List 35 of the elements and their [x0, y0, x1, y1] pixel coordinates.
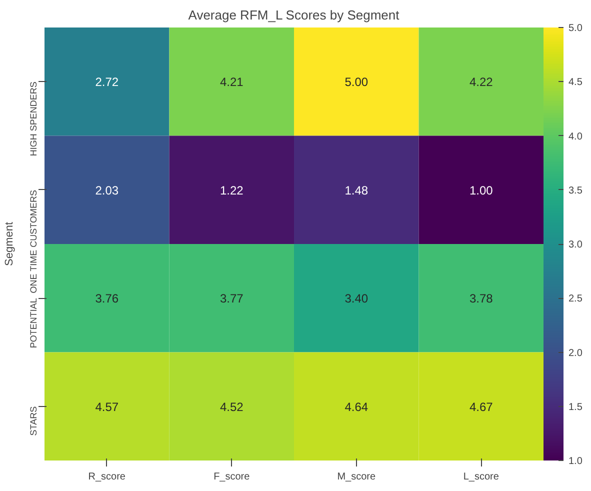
y-tick-label: ONE TIME CUSTOMERS: [28, 190, 38, 294]
x-tick-label: F_score: [214, 472, 250, 482]
data-label: 4.67: [469, 400, 494, 414]
data-label: 1.22: [220, 183, 244, 198]
color-bar-label: 4.0: [568, 131, 583, 142]
y-tick-label: POTENTIAL: [28, 298, 38, 348]
data-label: 4.57: [95, 400, 119, 414]
color-bar-label: 3.0: [568, 240, 583, 250]
color-bar-label: 5.0: [568, 23, 583, 34]
data-label: 1.00: [469, 183, 494, 198]
y-tick-label: HIGH SPENDERS: [28, 82, 38, 156]
data-label: 4.21: [220, 75, 244, 90]
x-tick-label: R_score: [88, 472, 126, 482]
color-bar-label: 1.5: [568, 402, 583, 413]
color-bar-label: 2.5: [568, 294, 583, 305]
data-label: 3.78: [469, 292, 494, 306]
data-label: 5.00: [344, 75, 368, 90]
data-label: 3.40: [344, 292, 368, 306]
color-bar-label: 1.0: [568, 456, 583, 467]
color-bar-label: 4.5: [568, 77, 583, 88]
chart-title: Average RFM_L Scores by Segment: [188, 8, 400, 22]
data-label: 4.52: [220, 400, 244, 414]
color-bar-label: 2.0: [568, 348, 583, 359]
data-label: 4.22: [469, 75, 494, 90]
x-tick-label: M_score: [337, 472, 376, 482]
data-label: 4.64: [344, 400, 368, 414]
data-label: 1.48: [344, 183, 368, 198]
y-tick-label: STARS: [28, 406, 38, 436]
data-label: 2.03: [95, 183, 119, 198]
y-axis-title: Segment: [4, 222, 16, 266]
data-label: 2.72: [95, 75, 119, 90]
data-label: 3.76: [95, 292, 119, 306]
x-tick-label: L_score: [463, 472, 500, 482]
color-bar-label: 3.5: [568, 185, 583, 196]
data-label: 3.77: [220, 292, 244, 306]
